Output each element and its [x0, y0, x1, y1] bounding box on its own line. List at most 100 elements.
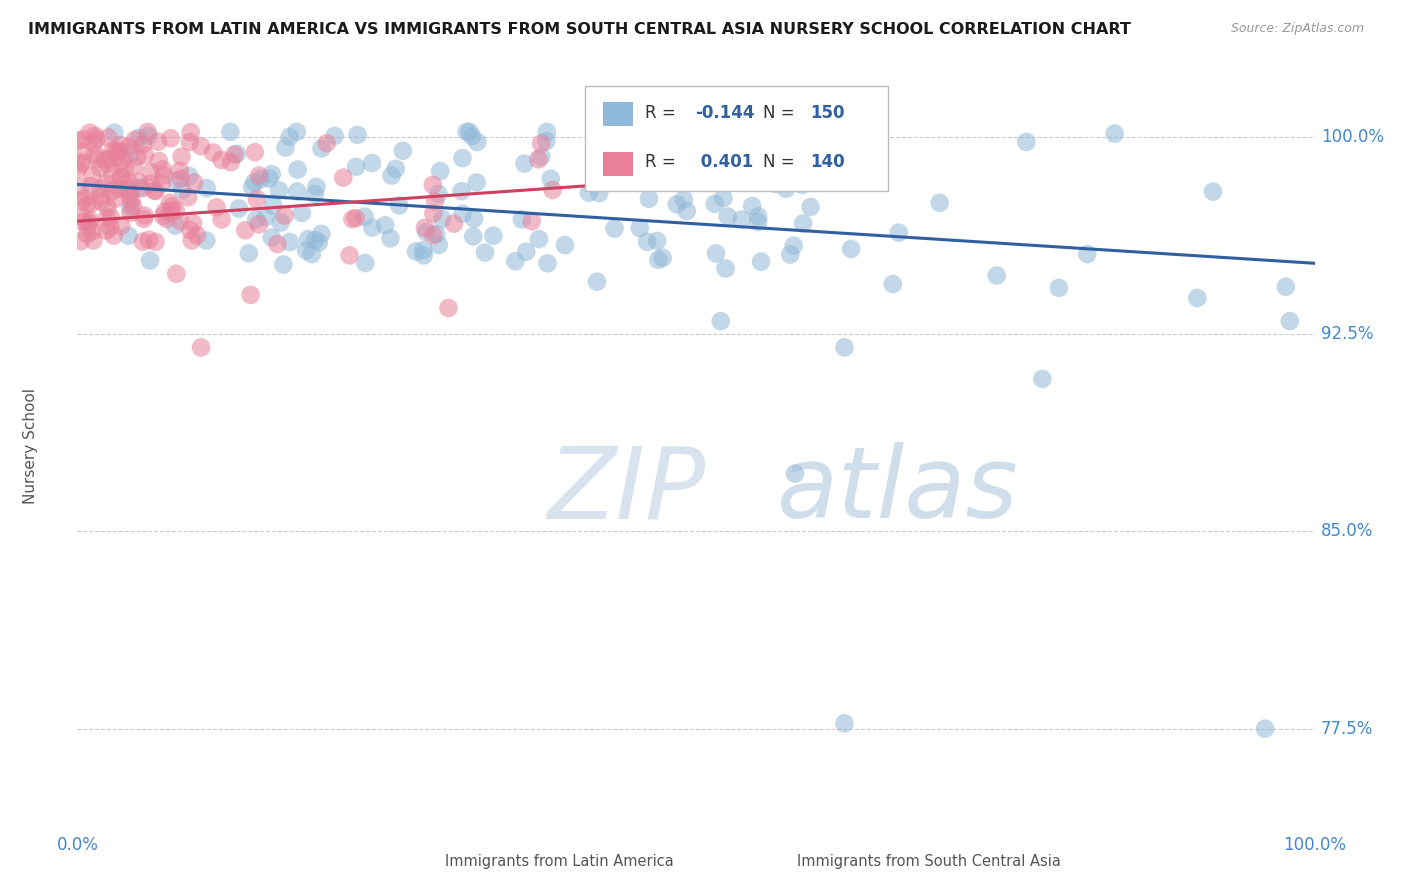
Point — [344, 160, 367, 174]
Point — [678, 131, 700, 145]
Point — [717, 210, 740, 224]
Point — [465, 135, 488, 149]
Text: 140: 140 — [810, 153, 845, 171]
Point — [82, 233, 104, 247]
Point — [374, 219, 396, 233]
Point — [124, 133, 146, 147]
Point — [747, 215, 769, 229]
Point — [429, 164, 451, 178]
Point — [159, 195, 181, 210]
Point — [354, 256, 377, 270]
Point — [136, 125, 159, 139]
Point — [70, 194, 93, 208]
Point — [89, 182, 111, 196]
Point — [1047, 281, 1070, 295]
Point — [179, 223, 201, 237]
Point — [422, 206, 444, 220]
Point — [427, 238, 450, 252]
Point — [80, 179, 103, 194]
Point — [80, 196, 103, 211]
Point — [346, 128, 368, 142]
Point — [530, 136, 553, 151]
Point — [384, 161, 406, 176]
Point — [110, 169, 132, 184]
Point — [305, 179, 328, 194]
Point — [311, 227, 333, 241]
Point — [152, 209, 174, 223]
Point — [228, 202, 250, 216]
Point — [110, 138, 132, 153]
Point — [165, 267, 187, 281]
Point — [83, 136, 105, 151]
Point — [344, 211, 367, 226]
Point — [159, 131, 181, 145]
Point — [427, 186, 450, 201]
FancyBboxPatch shape — [763, 852, 789, 871]
Point — [450, 184, 472, 198]
Point — [887, 226, 910, 240]
Point — [243, 145, 266, 160]
Text: N =: N = — [763, 103, 800, 121]
Point — [120, 146, 142, 161]
Point — [79, 213, 101, 227]
Point — [108, 182, 131, 196]
Point — [66, 162, 89, 177]
Point — [1275, 279, 1298, 293]
Point — [437, 301, 460, 315]
Point — [195, 181, 218, 195]
Point — [342, 212, 364, 227]
Point — [77, 216, 100, 230]
Point — [260, 167, 283, 181]
Point — [84, 128, 107, 143]
Point — [672, 193, 695, 207]
Point — [120, 200, 142, 214]
Point — [117, 228, 139, 243]
Point — [143, 184, 166, 198]
Point — [224, 147, 246, 161]
Point — [86, 132, 108, 146]
Point — [304, 233, 326, 247]
Point — [160, 204, 183, 219]
Point — [225, 146, 247, 161]
Point — [782, 161, 804, 175]
Point — [98, 152, 121, 166]
Point — [134, 148, 156, 162]
Point — [239, 288, 262, 302]
Point — [139, 177, 162, 191]
Point — [103, 228, 125, 243]
Point — [132, 137, 155, 152]
Text: atlas: atlas — [776, 442, 1018, 540]
Point — [90, 190, 112, 204]
Point — [156, 212, 179, 227]
Point — [72, 210, 94, 224]
Point — [405, 244, 427, 259]
Point — [361, 156, 384, 170]
Point — [456, 125, 478, 139]
Point — [139, 253, 162, 268]
Point — [665, 197, 688, 211]
Point — [540, 171, 562, 186]
Point — [118, 188, 141, 202]
Point — [392, 144, 415, 158]
Point — [114, 161, 136, 176]
Point — [536, 125, 558, 139]
Point — [412, 244, 434, 258]
Point — [513, 156, 536, 170]
Text: 77.5%: 77.5% — [1320, 720, 1374, 738]
Point — [259, 171, 281, 186]
Point — [170, 150, 193, 164]
Point — [443, 217, 465, 231]
Point — [603, 221, 626, 235]
Point — [711, 191, 734, 205]
Point — [84, 147, 107, 161]
Point — [148, 154, 170, 169]
Point — [274, 140, 297, 154]
Point — [638, 192, 661, 206]
Point — [1076, 247, 1098, 261]
Point — [505, 254, 527, 268]
Text: R =: R = — [645, 153, 682, 171]
Point — [1254, 722, 1277, 736]
Point — [636, 235, 658, 249]
Point — [76, 197, 98, 211]
Point — [179, 135, 201, 149]
